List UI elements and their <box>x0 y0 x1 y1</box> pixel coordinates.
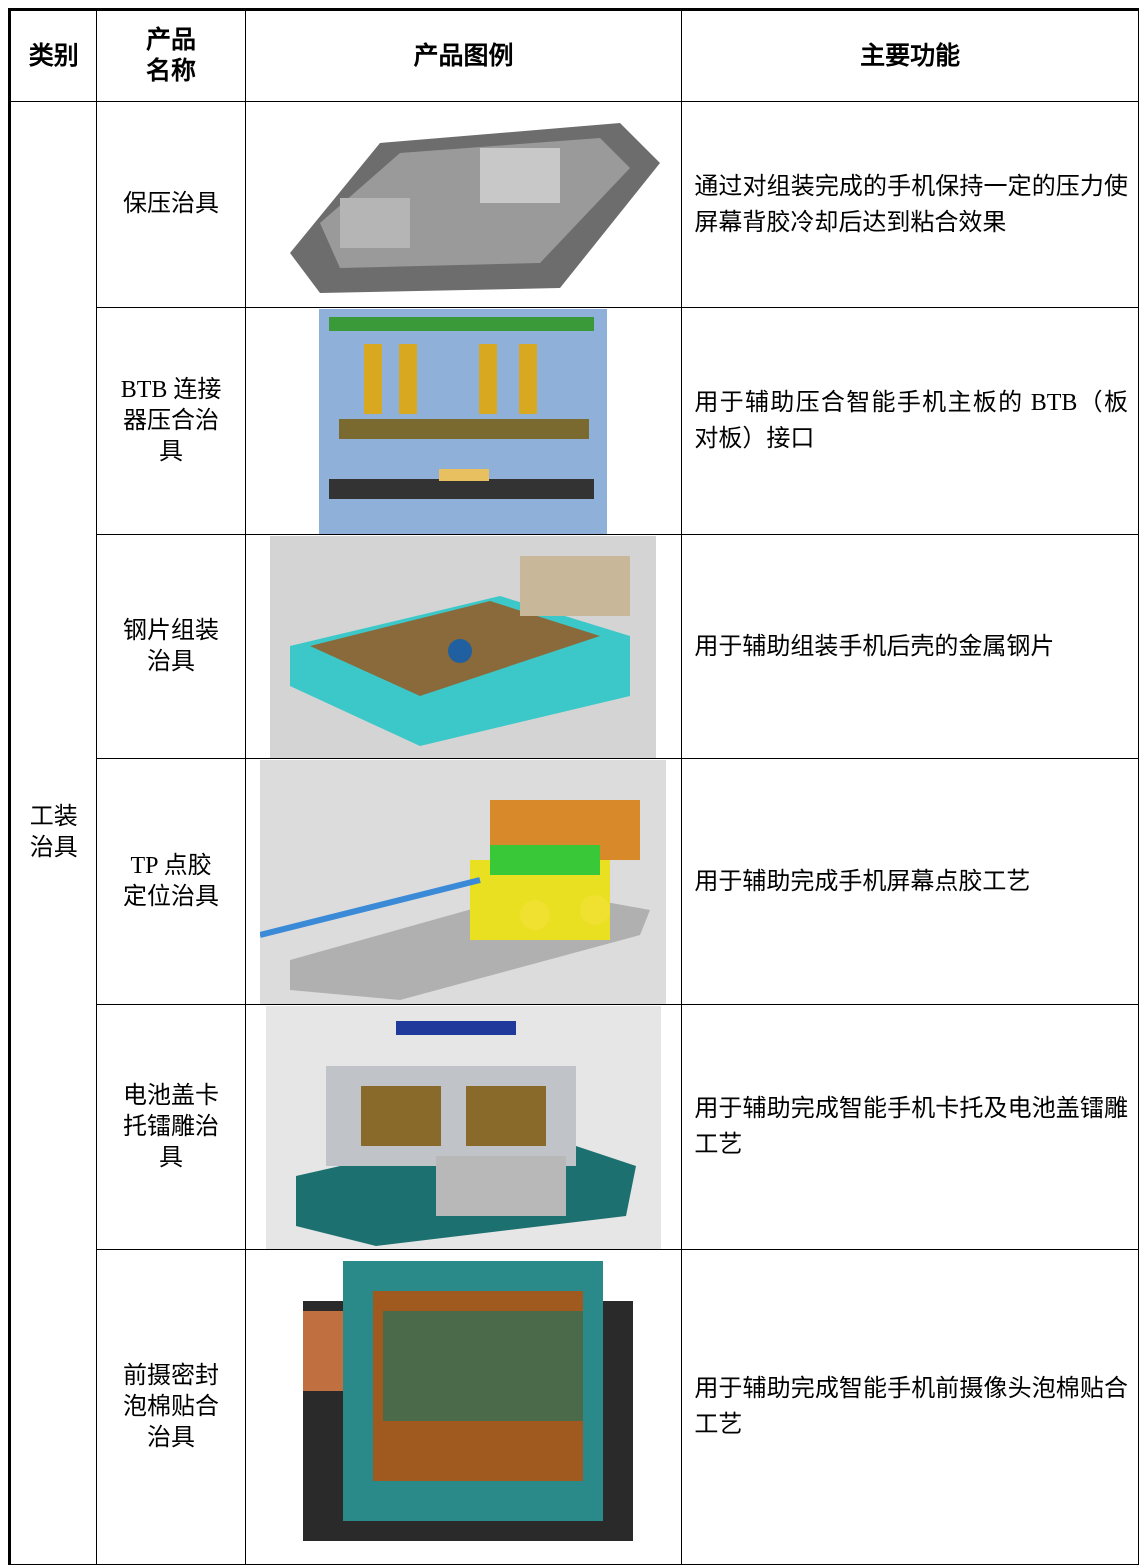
header-row: 类别 产品名称 产品图例 主要功能 <box>8 9 1139 102</box>
header-cell: 产品图例 <box>244 9 683 102</box>
function-cell: 通过对组装完成的手机保持一定的压力使屏幕背胶冷却后达到粘合效果 <box>681 101 1139 308</box>
name-line: 泡棉贴合 <box>123 1393 220 1420</box>
header-line: 产品 <box>146 27 197 54</box>
category-cell: 工装 治具 <box>8 101 98 1565</box>
function-cell: 用于辅助组装手机后壳的金属钢片 <box>681 534 1139 759</box>
product-row: 电池盖卡托镭雕治具 用于辅助完成智能手机卡托及电池盖镭雕工艺 <box>10 1004 1139 1250</box>
product-row: 钢片组装治具 用于辅助组装手机后壳的金属钢片 <box>10 534 1139 759</box>
name-line: 治具 <box>147 1424 196 1451</box>
image-cell <box>244 307 683 535</box>
name-line: BTB 连接 <box>120 376 222 403</box>
name-line: 保压治具 <box>123 191 220 217</box>
product-image <box>270 535 657 758</box>
product-row: TP 点胶定位治具 用于辅助完成手机屏幕点胶工艺 <box>10 758 1139 1005</box>
product-image <box>260 102 667 307</box>
product-row: BTB 连接 器压合治具 用于辅助压合智能手机主板的 BTB（板对板）接口 <box>10 307 1139 535</box>
name-cell: BTB 连接 器压合治具 <box>96 307 246 535</box>
product-image <box>273 1250 654 1564</box>
function-cell: 用于辅助完成手机屏幕点胶工艺 <box>681 758 1139 1005</box>
name-cell: 钢片组装 治具 <box>96 534 246 759</box>
image-cell <box>244 101 683 308</box>
name-line: 具 <box>159 1144 184 1171</box>
name-line: 具 <box>159 438 184 465</box>
category-line: 工装 <box>29 804 78 830</box>
name-line: 定位治具 <box>123 883 220 910</box>
document: 类别 产品 名称 产品图例 主要功能 工装 治具 保压治具 通过对组装完成的手机保持一定… <box>8 8 1139 1565</box>
category-line: 治具 <box>29 835 78 861</box>
name-line: 治具 <box>147 648 196 675</box>
function-cell: 用于辅助压合智能手机主板的 BTB（板对板）接口 <box>681 307 1139 535</box>
image-cell <box>244 1249 683 1565</box>
name-cell: TP 点胶定位治具 <box>96 758 246 1005</box>
table-body: 类别 产品 名称 产品图例 主要功能 工装 治具 保压治具 通过对组装完成的手机保持一定… <box>8 9 1139 1565</box>
image-cell <box>244 758 683 1005</box>
name-line: 托镭雕治 <box>123 1113 220 1140</box>
header-line: 名称 <box>146 58 197 85</box>
name-cell: 保压治具 <box>96 101 246 308</box>
product-image <box>319 308 608 534</box>
header-cell: 主要功能 <box>681 9 1139 102</box>
name-cell: 电池盖卡 托镭雕治具 <box>96 1004 246 1250</box>
header-cell: 产品 名称 <box>96 9 246 102</box>
product-row: 前摄密封泡棉贴合治具 用于辅助完成智能手机前摄像头泡棉贴合工艺 <box>10 1249 1139 1565</box>
name-cell: 前摄密封泡棉贴合治具 <box>96 1249 246 1565</box>
name-line: TP 点胶 <box>130 852 212 879</box>
function-cell: 用于辅助完成智能手机前摄像头泡棉贴合工艺 <box>681 1249 1139 1565</box>
image-cell <box>244 1004 683 1250</box>
function-cell: 用于辅助完成智能手机卡托及电池盖镭雕工艺 <box>681 1004 1139 1250</box>
name-line: 电池盖卡 <box>123 1082 220 1109</box>
product-image <box>265 1005 661 1249</box>
product-image <box>260 759 667 1004</box>
name-line: 器压合治 <box>123 407 220 434</box>
header-cell: 类别 <box>8 9 98 102</box>
product-table: 类别 产品 名称 产品图例 主要功能 工装 治具 保压治具 通过对组装完成的手机保持一定… <box>8 8 1139 1565</box>
image-cell <box>244 534 683 759</box>
name-line: 前摄密封 <box>123 1362 220 1389</box>
product-row: 工装 治具 保压治具 通过对组装完成的手机保持一定的压力使屏幕背胶冷却后达到粘合效果 <box>8 101 1139 1565</box>
name-line: 钢片组装 <box>123 617 220 644</box>
